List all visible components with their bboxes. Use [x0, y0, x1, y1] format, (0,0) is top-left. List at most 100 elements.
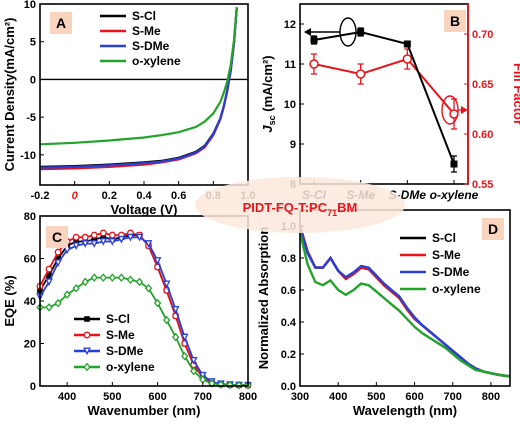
- panel-c-xtick-label: 700: [194, 391, 212, 403]
- panel-b-right-ytick-label: 0.60: [472, 129, 493, 141]
- panel-c-marker-S-DMe: [135, 233, 144, 242]
- panel-c-marker-o-xylene: [190, 366, 198, 376]
- panel-d-xtick-label: 600: [405, 391, 423, 403]
- panel-a-ylabel: Current Density(mA/cm²): [2, 18, 17, 172]
- panel-c-marker-S-DMe: [108, 238, 117, 246]
- panel-c-marker-o-xylene: [226, 380, 234, 390]
- panel-c-marker-S-DMe: [162, 280, 171, 289]
- panel-a-xtick-label: 0.6: [171, 190, 186, 202]
- panel-b-letter-bg: [444, 10, 466, 32]
- panel-b-right-ytick-label: 0.70: [472, 29, 493, 41]
- panel-b-category-label: o-xylene: [430, 188, 479, 202]
- panel-c-marker-S-DMe: [144, 240, 153, 248]
- panel-c-marker-S-Me: [90, 231, 98, 239]
- panel-c-marker-o-xylene: [135, 277, 144, 287]
- panel-c-legend-label: S-DMe: [106, 344, 144, 358]
- panel-c-marker-S-DMe: [126, 233, 135, 242]
- panel-d-series-S-Me: [300, 225, 510, 378]
- panel-c-letter: C: [52, 229, 62, 245]
- panel-c-xtick-label: 800: [239, 391, 257, 403]
- panel-a-legend-label: o-xylene: [132, 54, 181, 68]
- panel-a-xtick-label: 0.4: [136, 190, 152, 202]
- panel-b-left-ytick-label: 12: [284, 19, 296, 31]
- panel-b-jsc-line: [313, 30, 455, 165]
- panel-b-letter: B: [450, 13, 460, 29]
- panel-c-marker-S-Me: [99, 229, 107, 237]
- panel-b-ff-point: [402, 54, 413, 64]
- panel-b-ff-arrow-head: [461, 106, 468, 114]
- panel-c-marker-S-Cl: [100, 234, 107, 241]
- panel-d-ytick-label: 0.0: [281, 381, 296, 393]
- panel-d-xtick-label: 500: [367, 391, 385, 403]
- panel-c-xtick-label: 400: [58, 391, 76, 403]
- panel-b-left-ytick-label: 10: [284, 99, 296, 111]
- panel-b-jsc-marker-ellipse: [339, 17, 357, 47]
- panel-c-legend-marker: [83, 347, 91, 356]
- panel-c-marker-o-xylene: [126, 275, 135, 285]
- panel-a-xtick-label: 0.2: [102, 190, 117, 202]
- panel-c-legend-marker: [83, 362, 91, 372]
- panel-d-xtick-label: 700: [444, 391, 462, 403]
- panel-b-ff-point: [355, 69, 366, 79]
- panel-d-legend-label: S-Me: [432, 248, 461, 262]
- panel-c-ytick-label: 40: [24, 296, 36, 308]
- panel-c-marker-o-xylene: [171, 332, 180, 342]
- panel-d-xlabel: Wavelength (nm): [353, 403, 457, 418]
- panel-c-ylabel: EQE (%): [2, 275, 17, 326]
- panel-c-marker-o-xylene: [181, 351, 189, 361]
- panel-c-marker-o-xylene: [72, 283, 80, 293]
- panel-c-marker-S-Me: [54, 248, 62, 256]
- panel-c-ytick-label: 20: [24, 339, 36, 351]
- panel-c-marker-o-xylene: [81, 277, 89, 287]
- panel-d-letter: D: [488, 221, 498, 237]
- panel-d-xtick-label: 400: [329, 391, 347, 403]
- panel-d-letter-bg: [482, 218, 504, 240]
- panel-c-marker-o-xylene: [153, 298, 162, 308]
- panel-c-marker-S-Cl: [55, 255, 61, 262]
- panel-c-marker-o-xylene: [108, 273, 117, 282]
- panel-c-xtick-label: 600: [148, 391, 166, 403]
- panel-c-marker-S-DMe: [54, 259, 62, 268]
- panel-c-marker-S-Cl: [91, 236, 98, 243]
- panel-b-frame: [299, 3, 469, 185]
- panel-d-legend-label: S-Cl: [432, 231, 456, 245]
- panel-c-marker-S-Me: [81, 233, 89, 241]
- panel-a-ytick-label: 5: [30, 37, 36, 49]
- panel-b-right-ytick-label: 0.65: [472, 79, 493, 91]
- panel-c-legend-label: o-xylene: [106, 360, 155, 374]
- panel-d-legend-label: o-xylene: [432, 282, 481, 296]
- panel-c-marker-o-xylene: [90, 273, 98, 282]
- panel-b-jsc-point: [310, 36, 318, 44]
- panel-c-marker-o-xylene: [162, 315, 171, 325]
- panel-a-legend-label: S-DMe: [132, 39, 170, 53]
- panel-c-xlabel: Wavenumber (nm): [88, 403, 201, 418]
- panel-c-marker-S-Cl: [46, 272, 52, 279]
- panel-b-ff-point: [309, 59, 319, 69]
- panel-c-marker-S-DMe: [99, 238, 108, 246]
- panel-b-jsc-point: [357, 28, 365, 36]
- panel-d-ytick-label: 0.4: [281, 317, 297, 329]
- panel-c-marker-S-Me: [72, 233, 80, 241]
- panel-c-marker-S-DMe: [81, 240, 90, 248]
- panel-d-legend-label: S-DMe: [432, 265, 470, 279]
- panel-c-legend-marker: [83, 331, 91, 339]
- panel-c-legend-label: S-Cl: [106, 312, 130, 326]
- panel-a-xtick-label: 0: [72, 190, 79, 202]
- panel-c-marker-o-xylene: [99, 273, 107, 282]
- panel-d-xtick-label: 800: [482, 391, 500, 403]
- panel-c-ytick-label: 60: [24, 254, 36, 266]
- panel-a-letter-bg: [50, 12, 72, 34]
- panel-a-xlabel: Voltage (V): [111, 202, 178, 217]
- panel-d-series-S-Cl: [300, 225, 510, 378]
- panel-c-marker-S-Cl: [73, 238, 79, 245]
- center-label: PIDT-FQ-T:PC71BM: [195, 177, 405, 233]
- panel-c-legend-label: S-Me: [106, 328, 135, 342]
- panel-b-ylabel-right: Fill Factor: [511, 63, 520, 125]
- panel-b-left-ytick-label: 11: [284, 59, 296, 71]
- panel-c-marker-S-DMe: [45, 278, 53, 287]
- panel-c-marker-S-DMe: [90, 240, 99, 248]
- panel-a-ytick-label: 10: [24, 0, 36, 11]
- panel-c-marker-o-xylene: [144, 283, 153, 293]
- material-label: PIDT-FQ-T:PC71BM: [243, 200, 358, 218]
